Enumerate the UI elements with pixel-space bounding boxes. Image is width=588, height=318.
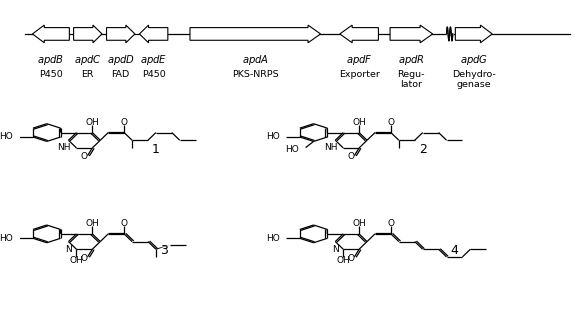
Text: O: O (348, 152, 355, 162)
Text: $\it{apdF}$: $\it{apdF}$ (346, 53, 372, 67)
Text: HO: HO (286, 145, 299, 154)
Polygon shape (190, 25, 320, 43)
Text: $\it{apdR}$: $\it{apdR}$ (398, 53, 425, 67)
Text: N: N (332, 245, 339, 254)
Polygon shape (340, 25, 379, 43)
Text: $\it{apdB}$: $\it{apdB}$ (38, 53, 65, 67)
Text: HO: HO (0, 234, 13, 243)
Text: O: O (387, 219, 395, 228)
Polygon shape (32, 25, 69, 43)
Text: 4: 4 (450, 244, 459, 257)
Text: $\it{apdE}$: $\it{apdE}$ (140, 53, 167, 67)
Text: $\it{apdG}$: $\it{apdG}$ (460, 53, 488, 67)
Text: P450: P450 (142, 70, 165, 80)
Text: N: N (65, 245, 72, 254)
Polygon shape (74, 25, 102, 43)
Polygon shape (106, 25, 135, 43)
Text: OH: OH (336, 256, 350, 265)
Text: HO: HO (266, 234, 280, 243)
Polygon shape (390, 25, 433, 43)
Text: $\it{apdA}$: $\it{apdA}$ (242, 53, 269, 67)
Text: NH: NH (58, 143, 71, 152)
Text: OH: OH (85, 118, 99, 127)
Polygon shape (155, 245, 170, 250)
Polygon shape (139, 25, 168, 43)
Text: $\it{apdC}$: $\it{apdC}$ (74, 53, 102, 67)
Text: O: O (81, 254, 88, 263)
Text: Exporter: Exporter (339, 70, 380, 80)
Text: HO: HO (266, 133, 280, 142)
Text: OH: OH (352, 118, 366, 127)
Text: 3: 3 (160, 244, 168, 257)
Text: O: O (121, 219, 128, 228)
Text: 1: 1 (152, 142, 160, 156)
Text: P450: P450 (39, 70, 63, 80)
Text: HO: HO (0, 133, 13, 142)
Text: O: O (348, 254, 355, 263)
Text: Dehydro-
genase: Dehydro- genase (452, 70, 496, 89)
Text: OH: OH (69, 256, 83, 265)
Text: OH: OH (352, 219, 366, 228)
Text: OH: OH (85, 219, 99, 228)
Text: ER: ER (82, 70, 94, 80)
Text: $\it{apdD}$: $\it{apdD}$ (106, 53, 135, 67)
Text: O: O (121, 118, 128, 127)
Text: PKS-NRPS: PKS-NRPS (232, 70, 279, 80)
Text: FAD: FAD (112, 70, 130, 80)
Text: O: O (81, 152, 88, 162)
Text: Regu-
lator: Regu- lator (397, 70, 425, 89)
Text: O: O (387, 118, 395, 127)
Text: NH: NH (324, 143, 338, 152)
Text: 2: 2 (419, 142, 427, 156)
Polygon shape (455, 25, 492, 43)
